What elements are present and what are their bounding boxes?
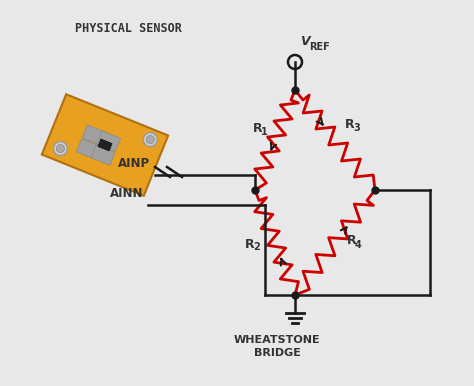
Bar (98, 139, 112, 151)
Bar (76, 139, 100, 159)
Text: R: R (253, 122, 263, 135)
Text: R: R (347, 235, 356, 247)
Circle shape (56, 145, 64, 152)
Text: 4: 4 (355, 239, 362, 249)
Text: PHYSICAL SENSOR: PHYSICAL SENSOR (75, 22, 182, 35)
Text: REF: REF (309, 42, 330, 52)
Text: 2: 2 (253, 242, 260, 252)
Bar (97, 131, 120, 151)
Text: AINP: AINP (118, 157, 150, 170)
Bar (91, 145, 115, 165)
Text: WHEATSTONE
BRIDGE: WHEATSTONE BRIDGE (234, 335, 320, 358)
Text: R: R (245, 237, 255, 251)
Text: R: R (345, 118, 355, 131)
Bar (42, 94, 168, 196)
Bar (82, 125, 106, 146)
Text: 3: 3 (353, 123, 360, 133)
Circle shape (143, 132, 157, 147)
Text: AINN: AINN (109, 187, 143, 200)
Circle shape (146, 135, 155, 144)
Text: V: V (300, 35, 310, 48)
Circle shape (54, 142, 67, 156)
Text: 1: 1 (261, 127, 268, 137)
